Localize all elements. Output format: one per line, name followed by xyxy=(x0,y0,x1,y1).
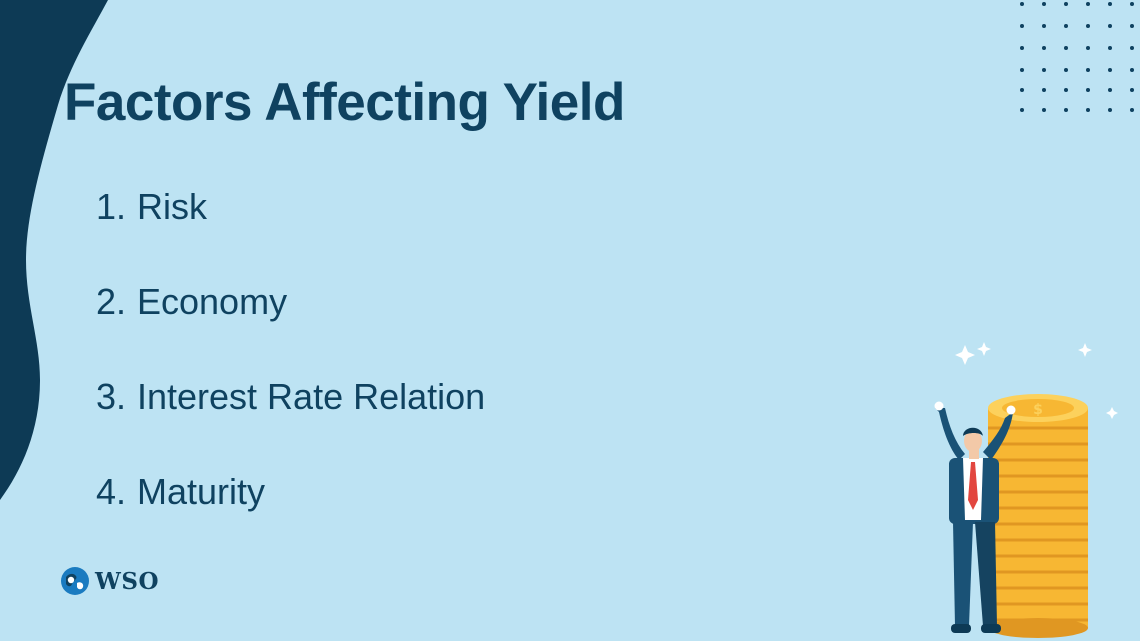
slide-title: Factors Affecting Yield xyxy=(64,73,625,132)
businessman xyxy=(934,401,1016,633)
list-item: 3. Interest Rate Relation xyxy=(96,373,485,468)
decorative-wave-shape xyxy=(0,0,108,500)
list-item-number: 2. xyxy=(96,281,127,322)
list-item: 1. Risk xyxy=(96,183,485,278)
list-item: 4. Maturity xyxy=(96,468,485,563)
coin-dollar-symbol: $ xyxy=(1033,402,1043,418)
factor-list: 1. Risk 2. Economy 3. Interest Rate Rela… xyxy=(96,183,485,563)
businessman-coins-illustration: $ xyxy=(934,342,1118,638)
decorative-dot-grid xyxy=(1020,2,1134,112)
list-item-label: Maturity xyxy=(137,471,266,512)
list-item: 2. Economy xyxy=(96,278,485,373)
wso-globe-icon xyxy=(61,567,89,595)
wso-logo: WSO xyxy=(60,566,159,596)
list-item-label: Risk xyxy=(137,186,207,227)
sparkle-icon xyxy=(955,342,1118,419)
logo-text: WSO xyxy=(95,567,159,595)
list-item-number: 3. xyxy=(96,376,127,417)
list-item-number: 1. xyxy=(96,186,127,227)
list-item-label: Economy xyxy=(137,281,288,322)
list-item-label: Interest Rate Relation xyxy=(137,376,486,417)
list-item-number: 4. xyxy=(96,471,127,512)
